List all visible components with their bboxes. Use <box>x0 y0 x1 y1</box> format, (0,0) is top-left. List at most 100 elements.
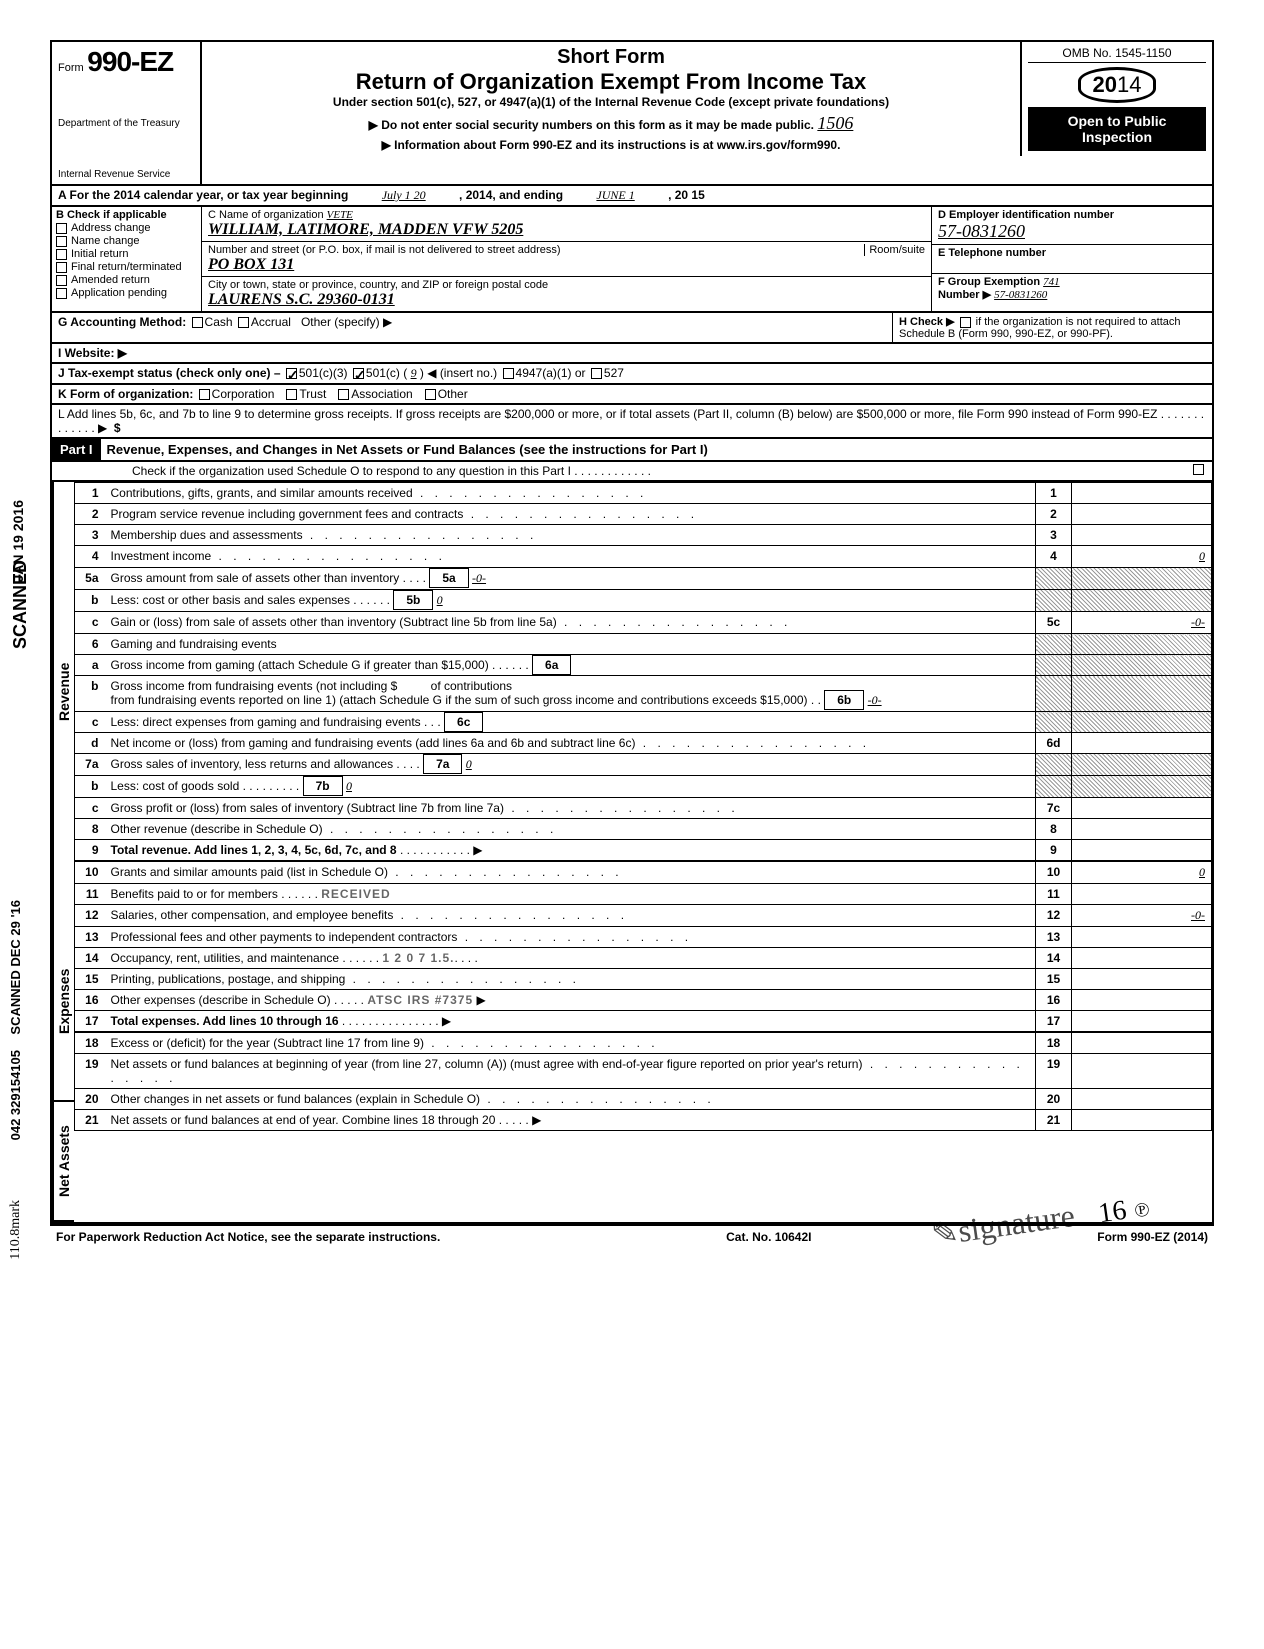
group-exemption-row: F Group Exemption 741 Number ▶ 57-083126… <box>932 274 1212 303</box>
instruction-info: ▶ Information about Form 990-EZ and its … <box>210 138 1012 152</box>
e-label: E Telephone number <box>938 247 1046 259</box>
line-10: Grants and similar amounts paid (list in… <box>105 861 1036 884</box>
form-ref: Form 990-EZ (2014) <box>1097 1230 1208 1244</box>
line-17: Total expenses. Add lines 10 through 16 … <box>105 1011 1036 1033</box>
check-assoc[interactable] <box>338 389 349 400</box>
check-cash[interactable] <box>192 317 203 328</box>
line-5b: Less: cost or other basis and sales expe… <box>105 590 1036 612</box>
501c-number[interactable]: 9 <box>411 366 417 380</box>
org-name-row: C Name of organization VETE WILLIAM, LAT… <box>202 207 931 242</box>
part1-header: Part I Revenue, Expenses, and Changes in… <box>50 439 1214 462</box>
check-accrual[interactable] <box>238 317 249 328</box>
part1-label: Part I <box>52 439 101 460</box>
year-prefix: 20 <box>1093 72 1117 97</box>
f-hand[interactable]: 741 <box>1043 276 1060 288</box>
atsc-stamp: ATSC IRS #7375 <box>367 993 473 1007</box>
c-hand-vete[interactable]: VETE <box>327 209 353 221</box>
check-pending[interactable]: Application pending <box>56 287 197 299</box>
check-address[interactable]: Address change <box>56 222 197 234</box>
line-19: Net assets or fund balances at beginning… <box>105 1054 1036 1089</box>
city-value[interactable]: LAURENS S.C. 29360-0131 <box>208 291 395 308</box>
f-label: F Group Exemption <box>938 276 1040 288</box>
check-schedule-o[interactable] <box>1193 464 1204 475</box>
k-label: K Form of organization: <box>58 387 193 401</box>
check-h[interactable] <box>960 317 971 328</box>
main-lines-grid: Revenue Expenses Net Assets 1Contributio… <box>50 482 1214 1224</box>
i-label: I Website: ▶ <box>58 346 127 360</box>
line-13: Professional fees and other payments to … <box>105 927 1036 948</box>
check-amended[interactable]: Amended return <box>56 274 197 286</box>
line-5c: Gain or (loss) from sale of assets other… <box>105 612 1036 634</box>
subtitle: Under section 501(c), 527, or 4947(a)(1)… <box>210 95 1012 109</box>
form-id-box: Form 990-EZ Department of the Treasury I… <box>52 42 202 184</box>
line-6b: Gross income from fundraising events (no… <box>105 676 1036 712</box>
check-corp[interactable] <box>199 389 210 400</box>
form-header: Form 990-EZ Department of the Treasury I… <box>50 40 1214 186</box>
check-501c3[interactable] <box>286 368 297 379</box>
line-6: Gaming and fundraising events <box>105 634 1036 655</box>
address-row: Number and street (or P.O. box, if mail … <box>202 242 931 277</box>
check-501c[interactable] <box>353 368 364 379</box>
check-other-org[interactable] <box>425 389 436 400</box>
line-2: Program service revenue including govern… <box>105 504 1036 525</box>
check-4947[interactable] <box>503 368 514 379</box>
line-6d: Net income or (loss) from gaming and fun… <box>105 733 1036 754</box>
ein-value[interactable]: 57-0831260 <box>938 221 1025 241</box>
sig-date: 16 <box>1096 1195 1128 1230</box>
line-3: Membership dues and assessments <box>105 525 1036 546</box>
line-6c: Less: direct expenses from gaming and fu… <box>105 712 1036 733</box>
part1-title: Revenue, Expenses, and Changes in Net As… <box>101 440 714 459</box>
side-labels: Revenue Expenses Net Assets <box>52 482 74 1222</box>
org-name[interactable]: WILLIAM, LATIMORE, MADDEN VFW 5205 <box>208 221 523 238</box>
check-name[interactable]: Name change <box>56 235 197 247</box>
form-number: 990-EZ <box>87 46 173 77</box>
city-row: City or town, state or province, country… <box>202 277 931 311</box>
line-7c: Gross profit or (loss) from sales of inv… <box>105 798 1036 819</box>
line-11: Benefits paid to or for members . . . . … <box>105 884 1036 905</box>
f-number[interactable]: 57-0831260 <box>994 289 1047 301</box>
check-initial[interactable]: Initial return <box>56 248 197 260</box>
received-stamp: RECEIVED <box>321 887 390 901</box>
inspection: Inspection <box>1034 129 1200 145</box>
row-l: L Add lines 5b, 6c, and 7b to line 9 to … <box>50 405 1214 439</box>
ein-row: D Employer identification number 57-0831… <box>932 207 1212 245</box>
handwritten-1506: 1506 <box>817 113 853 133</box>
check-final[interactable]: Final return/terminated <box>56 261 197 273</box>
line-7a: Gross sales of inventory, less returns a… <box>105 754 1036 776</box>
line-12: Salaries, other compensation, and employ… <box>105 905 1036 927</box>
line-9: Total revenue. Add lines 1, 2, 3, 4, 5c,… <box>105 840 1036 862</box>
line-14: Occupancy, rent, utilities, and maintena… <box>105 948 1036 969</box>
bottom-mark: 110.8mark <box>8 1200 24 1260</box>
address[interactable]: PO BOX 131 <box>208 256 294 273</box>
open-public-box: Open to Public Inspection <box>1028 107 1206 151</box>
row-a-mid: , 2014, and ending <box>459 188 563 202</box>
check-527[interactable] <box>591 368 602 379</box>
city-label: City or town, state or province, country… <box>208 279 548 291</box>
h-label: H Check ▶ <box>899 316 955 328</box>
instruction-ssn: ▶ Do not enter social security numbers o… <box>210 113 1012 134</box>
lines-content: 1Contributions, gifts, grants, and simil… <box>74 482 1212 1222</box>
row-i: I Website: ▶ <box>50 344 1214 364</box>
line-1: Contributions, gifts, grants, and simila… <box>105 483 1036 504</box>
col-def: D Employer identification number 57-0831… <box>932 207 1212 311</box>
room-label: Room/suite <box>864 244 925 256</box>
begin-date[interactable]: July 1 20 <box>352 188 456 202</box>
line-16: Other expenses (describe in Schedule O) … <box>105 990 1036 1011</box>
row-a-label: A For the 2014 calendar year, or tax yea… <box>58 188 348 202</box>
dec-date-stamp: SCANNED DEC 29 '16 <box>8 900 23 1035</box>
paperwork-notice: For Paperwork Reduction Act Notice, see … <box>56 1230 440 1244</box>
check-trust[interactable] <box>286 389 297 400</box>
id-numbers-stamp: 042 329154105 <box>8 1050 23 1140</box>
col-b-checkboxes: B Check if applicable Address change Nam… <box>52 207 202 311</box>
d-label: D Employer identification number <box>938 209 1114 221</box>
line-18: Excess or (deficit) for the year (Subtra… <box>105 1032 1036 1054</box>
end-year-label: , 20 15 <box>668 188 705 202</box>
row-j: J Tax-exempt status (check only one) – 5… <box>50 364 1214 385</box>
inst1-text: ▶ Do not enter social security numbers o… <box>369 118 814 132</box>
l-dollar: $ <box>114 421 121 435</box>
line-5a: Gross amount from sale of assets other t… <box>105 568 1036 590</box>
tax-year: 2014 <box>1078 67 1157 103</box>
row-a-tax-year: A For the 2014 calendar year, or tax yea… <box>50 186 1214 207</box>
part1-check-row: Check if the organization used Schedule … <box>50 462 1214 482</box>
end-date[interactable]: JUNE 1 <box>566 188 664 202</box>
